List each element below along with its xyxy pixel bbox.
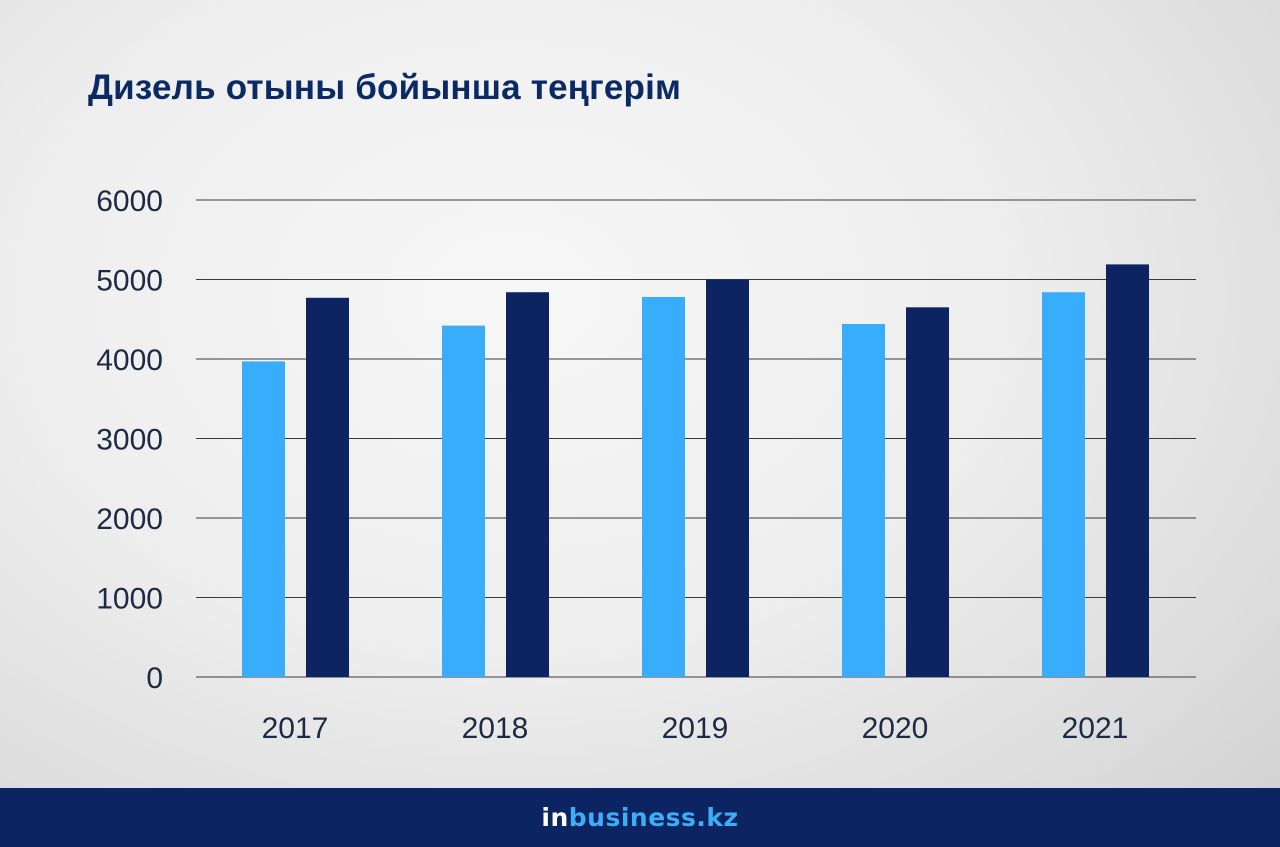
brand-logo-name: business.kz (568, 803, 739, 832)
bar-light (1042, 292, 1085, 677)
bar-light (442, 325, 485, 677)
bar-dark (1106, 264, 1149, 677)
y-tick-label: 6000 (96, 185, 163, 218)
brand-logo: inbusiness.kz (541, 803, 738, 832)
footer-bar: inbusiness.kz (0, 788, 1280, 847)
bar-light (842, 324, 885, 677)
bar-dark (506, 292, 549, 677)
x-tick-label: 2020 (862, 712, 929, 745)
brand-logo-prefix: in (541, 803, 569, 832)
y-tick-label: 3000 (96, 424, 163, 457)
x-tick-label: 2021 (1062, 712, 1129, 745)
bar-dark (706, 279, 749, 677)
y-tick-label: 5000 (96, 265, 163, 298)
gridlines (196, 199, 1196, 678)
bar-dark (906, 307, 949, 677)
bar-dark (306, 297, 349, 677)
x-axis-ticks: 2017 2018 2019 2020 2021 (262, 712, 1129, 745)
bar-light (242, 361, 285, 677)
bar-light (642, 296, 685, 677)
x-tick-label: 2019 (662, 712, 729, 745)
x-tick-label: 2018 (462, 712, 529, 745)
y-tick-label: 4000 (96, 344, 163, 377)
bars (242, 264, 1149, 677)
chart-title: Дизель отыны бойынша теңгерім (88, 68, 682, 107)
x-tick-label: 2017 (262, 712, 329, 745)
y-tick-label: 0 (146, 662, 163, 695)
y-axis-ticks: 0 1000 2000 3000 4000 5000 6000 (96, 185, 163, 695)
y-tick-label: 1000 (96, 583, 163, 616)
y-tick-label: 2000 (96, 503, 163, 536)
